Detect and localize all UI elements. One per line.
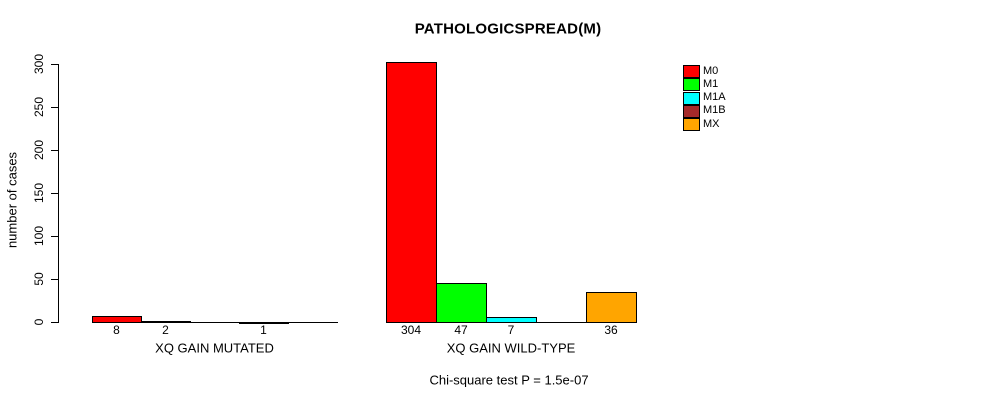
legend-swatch-m1a — [683, 91, 700, 105]
bar-m1 — [141, 321, 191, 323]
y-tick-label: 100 — [32, 225, 46, 247]
legend-swatch-m0 — [683, 65, 700, 78]
bar-value-label: 47 — [454, 323, 468, 337]
bar-value-label: 304 — [400, 323, 422, 337]
legend-swatch-m1b — [683, 104, 700, 118]
legend-label-m1: M1 — [703, 77, 719, 90]
y-tick-label: 50 — [32, 272, 46, 286]
y-tick — [51, 150, 58, 151]
bar-m1a — [486, 317, 537, 323]
y-tick-label: 200 — [32, 139, 46, 161]
bar-value-label: 36 — [604, 323, 618, 337]
y-tick — [51, 64, 58, 65]
y-tick-label: 300 — [32, 53, 46, 75]
chart-title: PATHOLOGICSPREAD(M) — [414, 20, 602, 38]
bar-value-label: 7 — [507, 323, 515, 337]
legend-label-m1a: M1A — [703, 91, 726, 104]
legend-swatch-mx — [683, 118, 700, 132]
y-tick — [51, 193, 58, 194]
legend-swatch-m1 — [683, 78, 700, 92]
bar-value-label: 1 — [260, 323, 267, 337]
legend-label-mx: MX — [703, 117, 720, 130]
bar-mx — [586, 292, 637, 323]
y-tick — [51, 279, 58, 280]
y-tick-label: 250 — [32, 96, 46, 118]
chi-square-note: Chi-square test P = 1.5e-07 — [429, 372, 589, 388]
bar-m0 — [92, 316, 142, 323]
y-axis-line — [58, 64, 59, 323]
group-label: XQ GAIN MUTATED — [155, 340, 274, 356]
y-tick-label: 150 — [32, 182, 46, 204]
y-tick — [51, 107, 58, 108]
bar-m1b — [239, 322, 289, 324]
bar-value-label: 2 — [162, 323, 169, 337]
legend-label-m1b: M1B — [703, 104, 726, 117]
y-tick — [51, 322, 58, 323]
bar-m0 — [386, 62, 437, 323]
group-baseline — [92, 322, 338, 323]
y-tick — [51, 236, 58, 237]
group-label: XQ GAIN WILD-TYPE — [446, 340, 576, 356]
bar-m1 — [436, 283, 487, 323]
y-axis-title: number of cases — [4, 151, 20, 249]
bar-value-label: 8 — [113, 323, 120, 337]
y-tick-label: 0 — [32, 318, 46, 326]
legend-label-m0: M0 — [703, 64, 719, 77]
